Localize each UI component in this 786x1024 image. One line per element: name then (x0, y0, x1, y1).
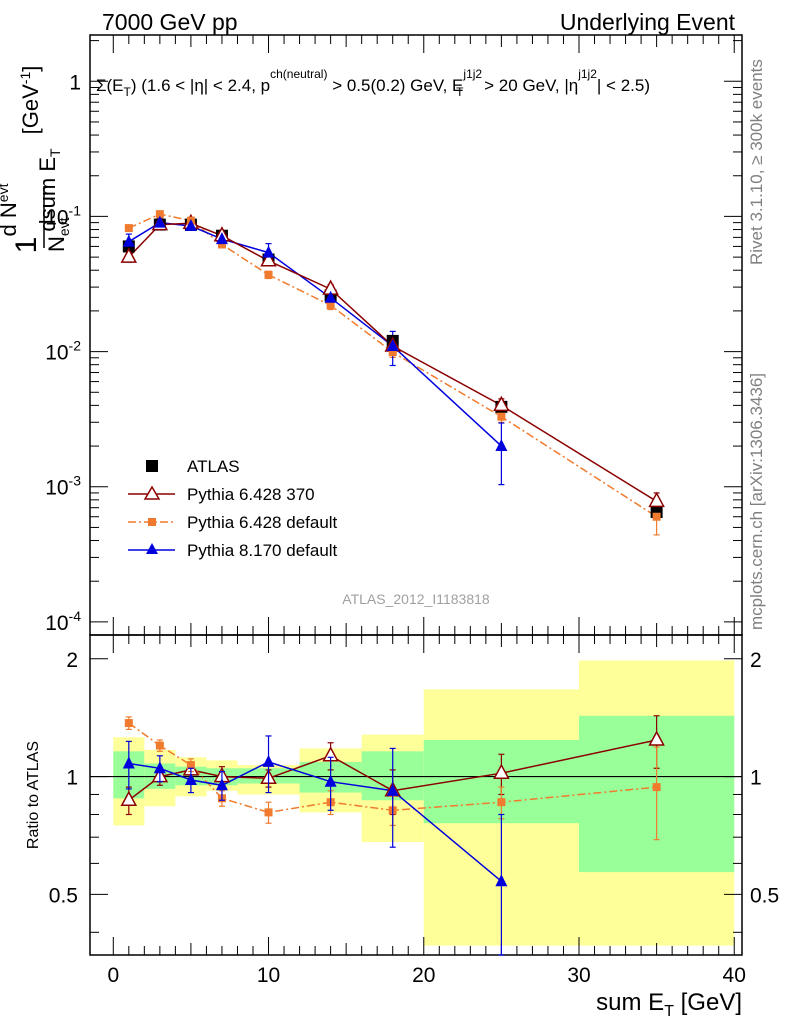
legend-marker-p6-370 (143, 485, 161, 500)
header-left: 7000 GeV pp (102, 9, 238, 35)
data-point-p6-default (124, 224, 133, 233)
main-data-layer (120, 210, 665, 536)
ratio-point-p8 (184, 772, 197, 785)
data-point-p6-default (217, 240, 226, 249)
x-axis-title: sum ET [GeV] (596, 989, 742, 1020)
data-point-p6-370 (493, 395, 510, 412)
header-right: Underlying Event (560, 9, 736, 35)
main-ytick-label: 10-3 (45, 473, 81, 500)
data-point-p8 (122, 234, 135, 247)
main-y-axis-title: 1 Nevt d Nevt dsum ET [GeV-1] (0, 66, 72, 254)
legend-label-p6-370: Pythia 6.428 370 (187, 485, 315, 504)
main-ytick-label: 1 (69, 71, 81, 94)
data-point-p6-default (497, 412, 506, 421)
legend-marker-p8 (146, 543, 158, 554)
ratio-point-p8 (122, 756, 135, 769)
ratio-point-p6-370 (648, 730, 665, 746)
ratio-point-p6-default (155, 741, 164, 750)
analysis-id: ATLAS_2012_I1183818 (342, 591, 490, 607)
data-point-p8 (386, 338, 399, 351)
ratio-point-p6-default (124, 719, 133, 728)
ratio-point-p6-370 (120, 790, 138, 806)
ratio-point-p6-default (264, 808, 273, 817)
ratio-point-p8 (215, 778, 228, 791)
legend-marker-p6-default (148, 518, 156, 526)
x-tick-label: 30 (567, 964, 590, 987)
ratio-y-axis-title: Ratio to ATLAS (25, 741, 42, 849)
ratio-ytick-label-right: 1 (750, 767, 762, 790)
main-title: Σ(ET) (1.6 < |η| < 2.4, pch(neutral) > 0… (96, 67, 650, 99)
mcplots-label: mcplots.cern.ch [arXiv:1306.3436] (747, 373, 766, 630)
ratio-point-p8 (495, 874, 508, 887)
ratio-point-p8 (262, 754, 275, 767)
svg-text:[GeV-1]: [GeV-1] (17, 66, 43, 135)
ratio-point-p8 (324, 774, 337, 787)
main-ytick-label: 10-4 (45, 608, 81, 635)
legend-label-atlas: ATLAS (187, 457, 240, 476)
ratio-ytick-label-left: 0.5 (49, 884, 78, 907)
data-point-p6-370 (648, 491, 665, 508)
ratio-bands (90, 660, 742, 946)
ratio-series-line (128, 761, 502, 882)
ratio-panel-frame (89, 634, 743, 956)
data-point-p8 (495, 439, 508, 452)
main-ytick-label: 10-1 (45, 202, 81, 229)
ratio-series-line (128, 722, 657, 814)
svg-text:dsum ET: dsum ET (35, 148, 63, 232)
x-tick-label: 40 (723, 964, 746, 987)
ratio-ytick-label-left: 2 (66, 649, 78, 672)
x-tick-label: 20 (412, 964, 435, 987)
data-point-p6-default (388, 348, 397, 357)
x-tick-label: 10 (257, 964, 280, 987)
ratio-ytick-label-right: 0.5 (750, 884, 779, 907)
ratio-point-p8 (386, 783, 399, 796)
series-line (128, 221, 502, 447)
ratio-ytick-label-left: 1 (66, 767, 78, 790)
ratio-data-layer (120, 715, 665, 956)
legend: ATLAS Pythia 6.428 370 Pythia 6.428 defa… (128, 457, 338, 560)
data-point-p8 (153, 215, 166, 228)
rivet-label: Rivet 3.1.10, ≥ 300k events (747, 59, 766, 265)
ratio-point-p6-default (497, 798, 506, 807)
data-point-p6-default (652, 512, 661, 521)
legend-marker-atlas (146, 460, 158, 472)
ratio-point-p6-default (652, 783, 661, 792)
data-point-p8 (215, 232, 228, 245)
ratio-point-p6-370 (493, 763, 510, 779)
ratio-point-p6-default (186, 761, 195, 770)
svg-text:d Nevt: d Nevt (0, 183, 21, 236)
data-point-p6-default (155, 210, 164, 219)
ratio-ytick-label-right: 2 (750, 649, 762, 672)
data-point-p6-370 (120, 247, 138, 263)
data-point-p8 (262, 245, 275, 258)
data-point-p6-default (264, 270, 273, 279)
ratio-point-p8 (153, 761, 166, 774)
data-point-p8 (184, 218, 197, 231)
legend-label-p6-default: Pythia 6.428 default (187, 513, 338, 532)
legend-label-p8: Pythia 8.170 default (187, 541, 338, 560)
main-ytick-label: 10-2 (45, 338, 81, 365)
main-axis-ticks (90, 35, 742, 635)
data-point-p8 (324, 290, 337, 303)
svg-text:1: 1 (10, 237, 43, 254)
ratio-axis-ticks: 0.5 0.51 12 20 10 20 30 40 (49, 635, 779, 987)
main-y-tick-labels: 10-4 10-3 10-2 10-1 1 (45, 71, 81, 635)
x-tick-label: 0 (107, 964, 119, 987)
data-point-p6-default (326, 301, 335, 310)
data-point-p6-370 (260, 251, 277, 267)
